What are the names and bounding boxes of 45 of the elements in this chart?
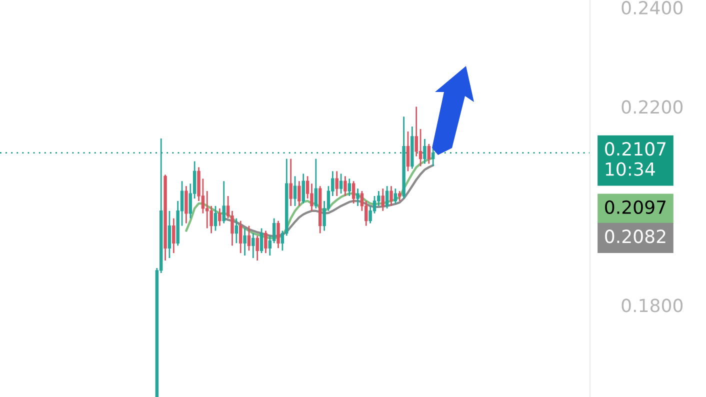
candlestick xyxy=(344,175,347,197)
candlestick xyxy=(385,185,389,210)
candlestick xyxy=(381,188,384,212)
candlestick xyxy=(335,170,338,197)
candlestick xyxy=(239,220,242,254)
candlestick xyxy=(390,185,393,207)
candlestick xyxy=(302,172,305,204)
candlestick xyxy=(423,138,426,164)
candlestick xyxy=(234,218,238,244)
candlestick xyxy=(243,228,246,256)
candlestick xyxy=(276,220,280,249)
candlestick xyxy=(252,232,255,259)
candlestick xyxy=(348,178,351,197)
candlestick xyxy=(352,180,356,204)
text: 0.2082 xyxy=(605,230,666,244)
text: 0.2097 xyxy=(605,200,666,214)
candlestick xyxy=(247,225,251,252)
candlestick xyxy=(339,172,343,194)
candlestick xyxy=(398,190,402,202)
candlestick xyxy=(431,148,435,167)
candlestick xyxy=(260,228,264,254)
candlestick xyxy=(206,190,209,229)
ref-line-label: 0.2107 10:34 xyxy=(605,142,666,176)
candlestick xyxy=(314,158,318,210)
candlestick xyxy=(394,188,398,204)
candlestick xyxy=(222,180,226,224)
candlestick xyxy=(172,218,176,254)
candlestick xyxy=(264,230,268,254)
candlestick xyxy=(293,175,297,207)
candlestick xyxy=(214,205,218,232)
candlestick xyxy=(310,182,314,212)
candlestick xyxy=(218,208,222,226)
candlestick xyxy=(184,185,188,224)
candlestick xyxy=(289,158,292,207)
candlestick xyxy=(418,128,422,167)
candlestick xyxy=(427,143,431,164)
y-tick-label: 0.2400 xyxy=(622,0,683,15)
candlestick xyxy=(356,188,360,207)
candlestick xyxy=(256,235,259,262)
candlestick xyxy=(414,106,418,158)
y-tick-label: 0.2200 xyxy=(622,100,683,114)
candlestick xyxy=(406,130,410,172)
y-tick-label: 0.1800 xyxy=(622,298,683,312)
candlestick xyxy=(168,210,172,259)
candlestick xyxy=(298,180,301,207)
